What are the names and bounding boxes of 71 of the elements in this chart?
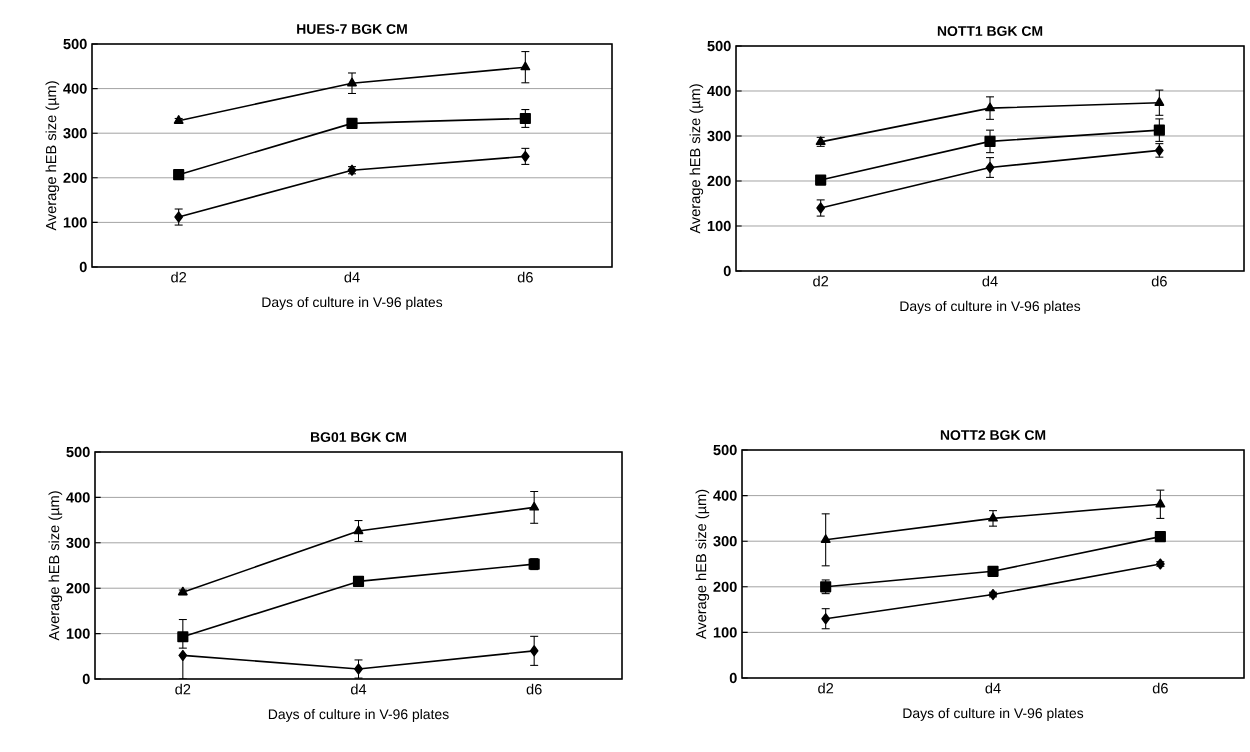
x-tick-label: d2 xyxy=(813,275,829,287)
point xyxy=(352,575,365,587)
y-tick-label: 0 xyxy=(729,672,737,684)
y-tick-label: 200 xyxy=(63,172,87,183)
y-tick-label: 100 xyxy=(66,628,90,639)
y-tick-label: 500 xyxy=(66,446,90,458)
x-axis-title: Days of culture in V-96 plates xyxy=(900,300,1081,314)
y-tick-label: 200 xyxy=(66,583,90,594)
x-tick-label: d4 xyxy=(985,682,1001,694)
point xyxy=(1153,124,1165,136)
point xyxy=(354,663,363,675)
point xyxy=(353,525,364,535)
point xyxy=(347,77,357,87)
y-tick-label: 0 xyxy=(82,673,90,685)
point xyxy=(173,115,184,124)
y-tick-label: 400 xyxy=(66,492,90,503)
y-tick-label: 300 xyxy=(707,130,731,142)
y-axis-title: Average hEB size (µm) xyxy=(48,491,63,641)
y-tick-label: 100 xyxy=(713,627,737,638)
x-axis-title: Days of culture in V-96 plates xyxy=(262,296,443,310)
y-axis-title: Average hEB size (µm) xyxy=(689,84,704,234)
point xyxy=(177,631,189,643)
x-tick-label: d2 xyxy=(818,682,834,694)
y-tick-label: 400 xyxy=(63,83,87,94)
point xyxy=(1154,97,1165,106)
chart-title: BG01 BGK CM xyxy=(311,432,406,443)
x-axis-title: Days of culture in V-96 plates xyxy=(268,708,449,722)
y-tick-label: 500 xyxy=(63,38,87,50)
x-axis-title: Days of culture in V-96 plates xyxy=(903,707,1084,721)
x-tick-label: d2 xyxy=(171,271,187,283)
chart-title: HUES-7 BGK CM xyxy=(297,24,407,34)
x-tick-label: d6 xyxy=(1151,275,1167,287)
chart-title: NOTT2 BGK CM xyxy=(940,430,1046,441)
y-tick-label: 200 xyxy=(713,581,737,592)
point xyxy=(985,161,995,174)
point xyxy=(346,117,358,129)
x-tick-label: d6 xyxy=(517,271,533,283)
x-tick-label: d4 xyxy=(344,271,360,283)
y-tick-label: 400 xyxy=(713,490,737,501)
point xyxy=(984,135,996,147)
y-tick-label: 100 xyxy=(707,220,731,232)
y-tick-label: 500 xyxy=(707,40,731,52)
x-tick-label: d2 xyxy=(175,683,191,695)
y-tick-label: 100 xyxy=(63,217,87,228)
point xyxy=(815,174,827,186)
y-tick-label: 300 xyxy=(66,537,90,548)
point xyxy=(820,534,831,544)
x-tick-label: d4 xyxy=(982,275,998,287)
point xyxy=(178,649,188,661)
y-tick-label: 300 xyxy=(713,536,737,547)
y-tick-label: 400 xyxy=(707,85,731,97)
chart-title: NOTT1 BGK CM xyxy=(937,26,1043,37)
y-tick-label: 300 xyxy=(63,128,87,139)
y-axis-title: Average hEB size (µm) xyxy=(45,81,60,231)
x-tick-label: d6 xyxy=(526,683,542,695)
y-tick-label: 200 xyxy=(707,175,731,187)
x-tick-label: d4 xyxy=(350,683,367,695)
x-tick-label: d6 xyxy=(1152,682,1168,694)
point xyxy=(987,565,999,577)
y-tick-label: 0 xyxy=(79,261,87,273)
point xyxy=(529,645,539,657)
point xyxy=(985,102,995,112)
y-tick-label: 500 xyxy=(713,444,737,456)
point xyxy=(1154,531,1166,543)
point xyxy=(529,501,540,511)
y-tick-label: 0 xyxy=(723,265,731,277)
y-axis-title: Average hEB size (µm) xyxy=(695,489,710,640)
point xyxy=(821,613,831,625)
point xyxy=(520,61,531,71)
point xyxy=(173,169,185,181)
point xyxy=(1155,498,1166,508)
